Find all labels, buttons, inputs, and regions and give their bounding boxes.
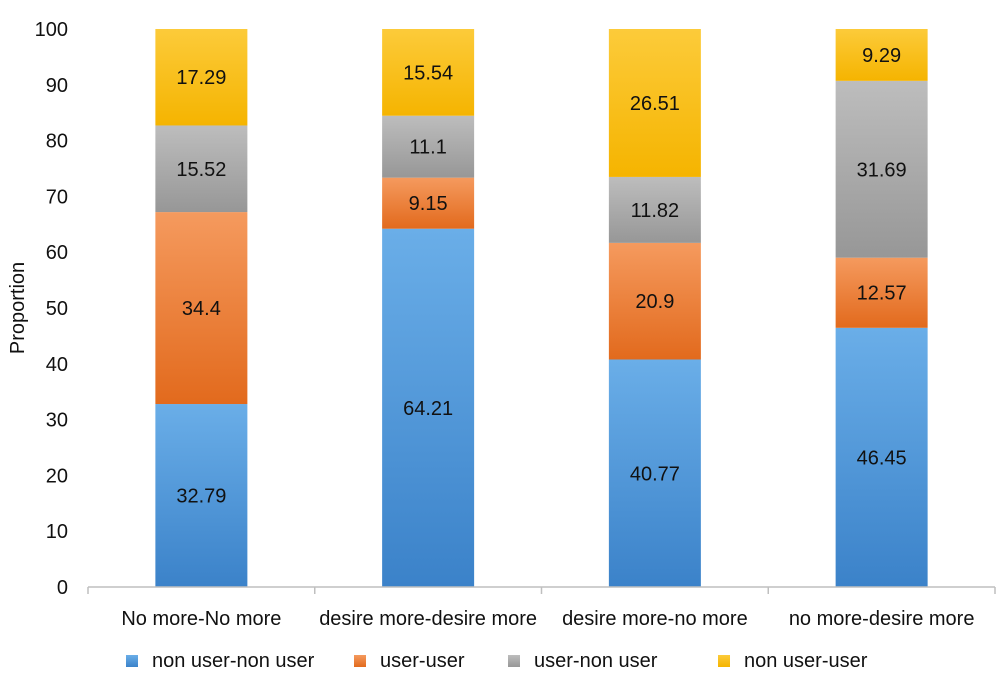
bar-segment [608,242,701,360]
data-label: 15.54 [403,62,453,84]
data-label: 40.77 [630,463,680,485]
data-label: 46.45 [857,447,907,469]
legend-label: user-non user [534,650,658,672]
legend-swatch [718,655,730,667]
y-tick-label: 90 [46,75,68,97]
legend-swatch [508,655,520,667]
x-tick-label: no more-desire more [789,608,975,630]
legend-swatch [354,655,366,667]
data-label: 11.1 [409,137,446,159]
y-tick-label: 30 [46,410,68,432]
y-tick-label: 0 [57,577,68,599]
data-label: 11.82 [631,200,680,222]
data-label: 9.15 [409,193,448,215]
bar-segment [382,115,475,178]
bar-segment [155,404,248,587]
bar-segment [835,29,928,81]
bar-segment [382,177,475,229]
y-tick-label: 40 [46,354,68,376]
data-label: 15.52 [176,159,226,181]
legend: non user-non user user-user user-non user n… [126,650,868,672]
legend-swatch [126,655,138,667]
x-tick-label: desire more-no more [562,608,748,630]
data-label: 32.79 [176,486,226,508]
bar-segment [608,29,701,177]
x-tick-label: desire more-desire more [319,608,537,630]
data-label: 20.9 [635,291,674,313]
bar-segment [155,212,248,405]
data-label: 26.51 [630,93,680,115]
bars-layer: 32.79 34.4 15.52 17.29 64.21 9.15 11.1 15.54 40.… [155,29,928,588]
bar-segment [155,29,248,126]
y-tick-label: 60 [46,242,68,264]
bar-segment [835,80,928,258]
y-tick-label: 100 [35,19,68,41]
y-tick-label: 10 [46,521,68,543]
y-tick-label: 50 [46,298,68,320]
bar-segment [382,29,475,116]
data-label: 34.4 [182,298,221,320]
data-label: 12.57 [857,283,907,305]
legend-label: user-user [380,650,465,672]
data-label: 64.21 [403,398,453,420]
bar-segment [155,125,248,213]
x-tick-label: No more-No more [121,608,281,630]
data-label: 17.29 [176,67,226,89]
y-axis-title: Proportion [7,262,29,354]
legend-label: non user-non user [152,650,315,672]
legend-label: non user-user [744,650,868,672]
data-label: 9.29 [862,45,901,67]
y-tick-label: 20 [46,465,68,487]
y-tick-label: 70 [46,186,68,208]
bar-segment [608,176,701,243]
bar-segment [608,359,701,587]
axes-layer: 0 10 20 30 40 50 60 70 80 90 100 No more-No more des… [35,19,996,630]
data-label: 31.69 [857,159,907,181]
bar-segment [835,257,928,328]
bar-segment [835,327,928,587]
bar-segment [382,228,475,588]
y-tick-label: 80 [46,131,68,153]
